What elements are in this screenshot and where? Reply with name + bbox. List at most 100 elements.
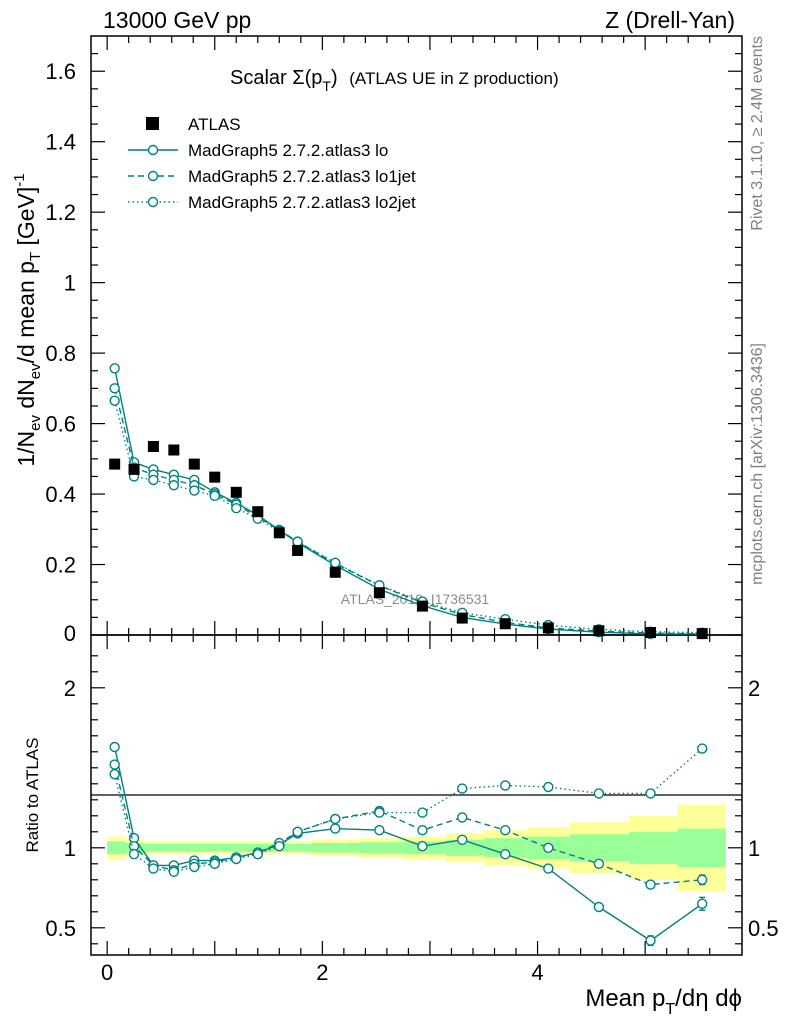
ratio-y-tick-label-left: 0.5 — [45, 916, 76, 941]
header-right: Z (Drell-Yan) — [605, 7, 735, 33]
ratio-series-point — [696, 874, 708, 885]
plot-title-sub: T — [322, 78, 331, 94]
legend-label-lo: MadGraph5 2.7.2.atlas3 lo — [188, 141, 388, 160]
ratio-series-point — [109, 741, 120, 753]
ratio-band-inner — [203, 843, 226, 852]
ratio-plot-frame — [90, 634, 743, 956]
ratio-band-inner — [163, 843, 184, 852]
atlas-data-point — [645, 627, 657, 639]
main-series-point — [109, 383, 120, 394]
ratio-series-point — [500, 780, 511, 791]
ratio-band-inner — [569, 834, 630, 862]
main-series-point — [330, 557, 341, 568]
main-series-point — [209, 490, 220, 502]
atlas-data-point — [593, 625, 605, 637]
ratio-y-tick-label-right: 0.5 — [748, 916, 779, 941]
atlas-data-point — [188, 458, 200, 470]
plot-title: Scalar Σ(pT) (ATLAS UE in Z production) — [230, 67, 559, 94]
main-series-point — [148, 474, 159, 486]
ratio-series-point — [457, 834, 468, 845]
legend-marker-lo — [147, 144, 159, 156]
legend-marker-lo1jet — [147, 170, 159, 182]
atlas-data-point — [252, 506, 264, 518]
ratio-series-point — [696, 898, 708, 909]
atlas-data-point — [456, 612, 468, 624]
ratio-y-tick-label-left: 2 — [64, 676, 76, 701]
ratio-plot-series — [109, 741, 708, 947]
plot-title-close: ) — [331, 67, 338, 89]
rivet-version-label: Rivet 3.1.10, ≥ 2.4M events — [749, 36, 766, 231]
legend-label-atlas: ATLAS — [188, 115, 241, 134]
ratio-series-point — [330, 813, 341, 825]
ratio-series-point — [330, 823, 341, 834]
plot-title-suffix: (ATLAS UE in Z production) — [349, 69, 558, 88]
header-left: 13000 GeV pp — [103, 7, 251, 33]
x-tick-label: 4 — [531, 960, 543, 985]
main-y-tick-label: 1.4 — [45, 130, 76, 155]
x-tick-label: 2 — [316, 960, 328, 985]
legend-marker-lo2jet — [147, 196, 159, 208]
atlas-data-point — [273, 527, 285, 539]
ratio-band-inner — [225, 843, 248, 852]
atlas-data-point — [209, 471, 221, 483]
ratio-series-point — [417, 841, 428, 852]
ratio-series-point — [148, 863, 159, 874]
ratio-band-inner — [360, 842, 404, 854]
main-y-tick-label: 0.8 — [45, 341, 76, 366]
ratio-series-point — [292, 826, 303, 837]
ratio-series-point — [645, 879, 656, 890]
ratio-band-inner — [107, 841, 126, 855]
main-series-point — [109, 395, 120, 406]
ratio-y-tick-label-right: 1 — [748, 836, 760, 861]
ratio-series-point — [374, 825, 385, 836]
main-y-tick-label: 0.6 — [45, 412, 76, 437]
main-y-tick-label: 1.6 — [45, 59, 76, 84]
ratio-series-point — [543, 781, 554, 793]
main-series-point — [109, 363, 120, 374]
ratio-band-inner — [677, 828, 726, 867]
atlas-data-point — [292, 544, 304, 556]
ratio-band-inner — [311, 843, 361, 853]
main-y-tick-labels: 0.2 0.4 0.6 0.8 1 1.2 1.4 1.6 — [45, 59, 76, 577]
main-series-point — [231, 502, 242, 514]
atlas-data-point — [542, 622, 554, 634]
main-series-point — [292, 536, 303, 547]
ratio-series-point — [231, 853, 242, 865]
ratio-series-point — [274, 841, 285, 852]
atlas-data-point — [416, 600, 428, 612]
ratio-series-point — [593, 788, 605, 799]
main-plot-series — [109, 363, 708, 640]
ratio-series-point — [645, 788, 656, 799]
legend-label-lo1jet: MadGraph5 2.7.2.atlas3 lo1jet — [188, 167, 416, 186]
atlas-data-point — [109, 458, 121, 470]
main-y-tick-label: 1.2 — [45, 200, 76, 225]
main-y-tick-label-zero: 0 — [64, 621, 76, 646]
atlas-data-point — [329, 566, 341, 578]
ratio-series-point — [374, 807, 385, 818]
main-y-tick-label: 0.2 — [45, 553, 76, 578]
ratio-y-axis-label: Ratio to ATLAS — [23, 738, 42, 853]
ratio-series-point — [252, 849, 263, 860]
atlas-data-point — [168, 444, 180, 456]
legend-data-marker — [146, 117, 159, 130]
ratio-y-tick-label-right: 2 — [748, 676, 760, 701]
ratio-series-point — [645, 935, 656, 946]
main-y-tick-label: 1 — [64, 271, 76, 296]
ratio-series-point — [543, 842, 554, 853]
ratio-series-point — [209, 858, 220, 869]
ratio-series-point — [189, 861, 200, 873]
ratio-series-point — [109, 769, 120, 780]
main-series-point — [189, 485, 200, 496]
x-axis-label: Mean pT/dη dϕ — [585, 985, 742, 1018]
ratio-series-point — [500, 849, 511, 860]
atlas-data-point — [147, 440, 159, 452]
ratio-series-point — [457, 783, 468, 794]
ratio-series-point — [109, 759, 120, 770]
ratio-series-point — [593, 901, 605, 913]
axis-ticks — [91, 36, 742, 955]
ratio-series-point — [543, 863, 554, 874]
ratio-band-inner — [629, 831, 678, 864]
main-y-tick-label: 0.4 — [45, 482, 76, 507]
x-tick-label: 0 — [101, 960, 113, 985]
